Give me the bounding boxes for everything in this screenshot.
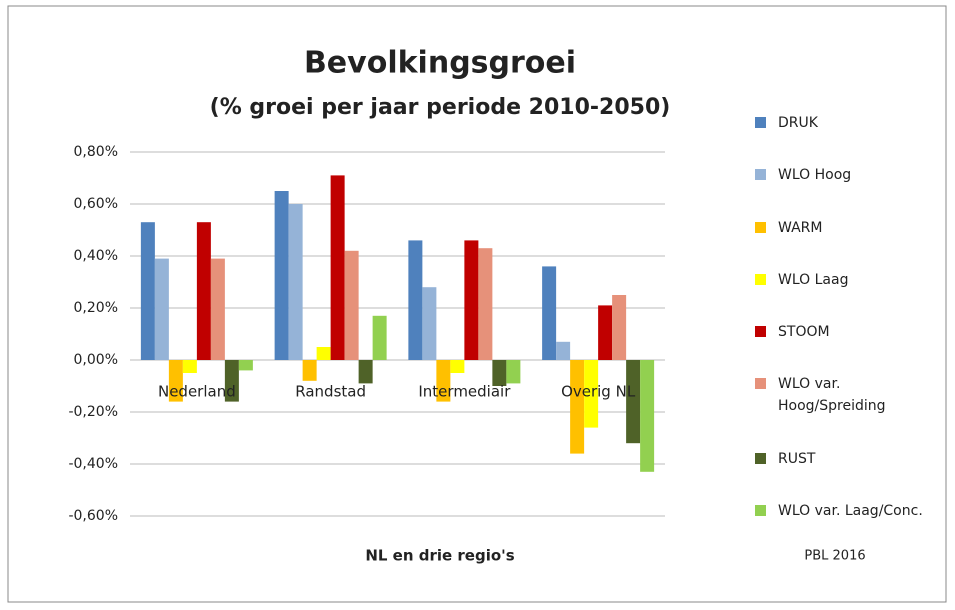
legend-swatch (755, 504, 766, 516)
y-tick-label: 0,20% (74, 300, 118, 316)
bar (612, 295, 627, 360)
y-tick-label: -0,40% (68, 456, 118, 472)
legend-item: WLO var. Hoog/Spreiding (755, 373, 945, 417)
y-tick-label: 0,60% (74, 196, 118, 212)
bar (210, 258, 225, 360)
legend: DRUK WLO Hoog WARM WLO Laag STOOM WLO var. Ho… (755, 112, 945, 522)
bar (316, 347, 331, 360)
x-axis-label: NL en drie regio's (365, 547, 514, 565)
chart-subtitle: (% groei per jaar periode 2010-2050) (210, 95, 671, 120)
bar (238, 360, 253, 371)
legend-label: WLO Hoog (778, 167, 852, 184)
bar (584, 360, 599, 428)
bar (598, 305, 613, 360)
y-tick-label: -0,20% (68, 404, 118, 420)
legend-swatch (755, 221, 766, 233)
bar (302, 360, 317, 381)
legend-item: DRUK (755, 112, 945, 134)
y-tick-label: 0,80% (74, 144, 118, 160)
legend-label: STOOM (778, 324, 830, 341)
bar (372, 315, 387, 360)
legend-swatch (755, 378, 766, 390)
bar (288, 204, 303, 360)
bar (640, 360, 655, 472)
x-tick-label: Overig NL (561, 383, 636, 401)
legend-label: RUST (778, 450, 816, 467)
legend-swatch (755, 273, 766, 285)
legend-label: WLO var. Laag/Conc. (778, 502, 923, 519)
bar (344, 250, 359, 360)
legend-swatch (755, 117, 766, 128)
bar (168, 360, 183, 402)
legend-label: WLO Laag (778, 271, 849, 288)
legend-item: WLO var. Laag/Conc. (755, 500, 945, 522)
legend-label: WLO var. Hoog/Spreiding (778, 376, 886, 415)
legend-swatch (755, 169, 766, 181)
legend-label: DRUK (778, 115, 818, 131)
y-tick-label: 0,40% (74, 248, 118, 264)
bar (140, 222, 155, 360)
legend-item: WARM (755, 217, 945, 239)
bar (330, 175, 345, 360)
bar (478, 248, 493, 360)
bar (422, 287, 437, 360)
bar (274, 191, 289, 360)
bar (450, 360, 465, 373)
x-tick-label: Nederland (158, 383, 236, 401)
bar (492, 360, 507, 386)
x-tick-label: Intermediair (418, 383, 511, 401)
chart-title: Bevolkingsgroei (304, 46, 576, 81)
legend-swatch (755, 326, 766, 338)
legend-item: RUST (755, 448, 945, 470)
bar (626, 360, 641, 444)
legend-item: STOOM (755, 321, 945, 343)
legend-swatch (755, 452, 766, 464)
bar (464, 240, 479, 360)
bar (358, 360, 373, 384)
bar (542, 266, 557, 360)
y-tick-label: -0,60% (68, 508, 118, 524)
bar (408, 240, 423, 360)
bar (196, 222, 211, 360)
x-tick-label: Randstad (295, 383, 366, 401)
legend-label: WARM (778, 219, 823, 236)
annotation: PBL 2016 (804, 549, 865, 564)
frame (7, 5, 947, 603)
bar (154, 258, 169, 360)
legend-item: WLO Laag (755, 269, 945, 291)
bar (182, 360, 197, 373)
legend-item: WLO Hoog (755, 164, 945, 186)
bar (224, 360, 239, 402)
bar (436, 360, 451, 402)
bar (506, 360, 521, 384)
y-tick-label: 0,00% (74, 352, 118, 368)
bar (570, 360, 585, 454)
bar (556, 341, 571, 360)
